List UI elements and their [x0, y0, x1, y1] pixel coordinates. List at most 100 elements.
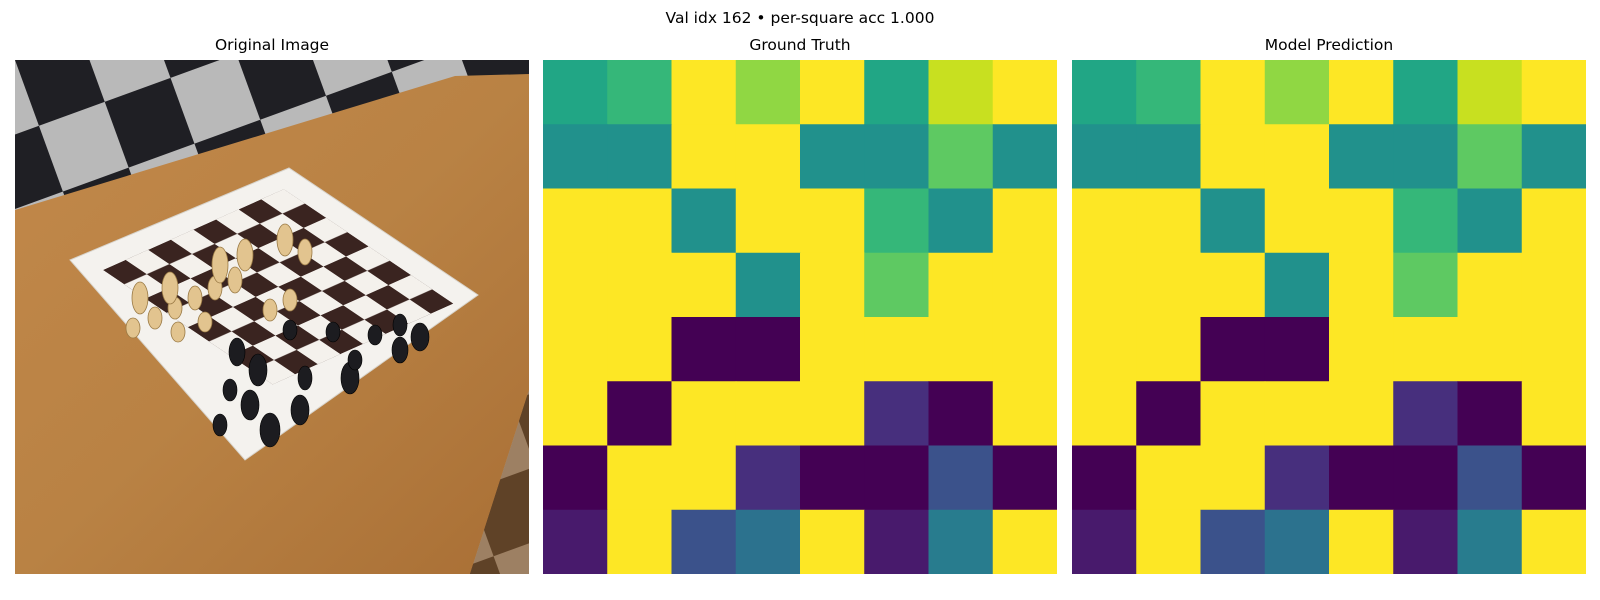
heatmap-cell-r7-c5: [864, 509, 930, 574]
heatmap-cell-r7-c3: [735, 509, 801, 574]
heatmap-cell-r5-c1: [607, 381, 673, 447]
panel-title-ground-truth: Ground Truth: [749, 36, 851, 54]
heatmap-cell-r4-c6: [1457, 317, 1523, 382]
heatmap-cell-r0-c2: [671, 60, 737, 125]
heatmap-cell-r2-c6: [928, 188, 994, 254]
heatmap-cell-r5-c1: [1136, 381, 1202, 447]
heatmap-cell-r5-c7: [992, 381, 1057, 447]
heatmap-cell-r7-c5: [1393, 509, 1459, 574]
heatmap-cell-r6-c0: [543, 445, 608, 511]
heatmap-cell-r1-c6: [928, 124, 994, 190]
heatmap-cell-r3-c1: [607, 252, 673, 318]
heatmap-cell-r0-c4: [800, 60, 865, 125]
heatmap-cell-r1-c3: [735, 124, 801, 190]
heatmap-cell-r4-c7: [1521, 317, 1586, 382]
heatmap-cell-r7-c4: [1329, 509, 1394, 574]
heatmap-cell-r4-c4: [800, 317, 865, 382]
heatmap-cell-r4-c2: [1200, 317, 1266, 382]
heatmap-cell-r0-c5: [864, 60, 930, 125]
heatmap-cell-r7-c6: [928, 509, 994, 574]
heatmap-cell-r7-c6: [1457, 509, 1523, 574]
panel-title-original: Original Image: [214, 36, 330, 54]
heatmap-cell-r4-c1: [607, 317, 673, 382]
heatmap-cell-r6-c6: [928, 445, 994, 511]
heatmap-cell-r6-c2: [671, 445, 737, 511]
heatmap-cell-r7-c4: [800, 509, 865, 574]
heatmap-cell-r2-c2: [671, 188, 737, 254]
heatmap-cell-r3-c3: [735, 252, 801, 318]
heatmap-cell-r6-c3: [735, 445, 801, 511]
heatmap-cell-r2-c5: [1393, 188, 1459, 254]
chessboard-squares: [103, 189, 454, 385]
heatmap-cell-r5-c3: [735, 381, 801, 447]
heatmap-cell-r3-c5: [864, 252, 930, 318]
ground-truth-heatmap: [543, 60, 1057, 574]
heatmap-cell-r7-c1: [1136, 509, 1202, 574]
heatmap-cell-r4-c6: [928, 317, 994, 382]
heatmap-cell-r5-c6: [1457, 381, 1523, 447]
heatmap-cell-r1-c7: [1521, 124, 1586, 190]
heatmap-cell-r3-c1: [1136, 252, 1202, 318]
heatmap-cell-r0-c7: [992, 60, 1057, 125]
heatmap-cell-r0-c3: [735, 60, 801, 125]
heatmap-cell-r1-c5: [1393, 124, 1459, 190]
heatmap-cell-r0-c6: [928, 60, 994, 125]
heatmap-cell-r3-c7: [1521, 252, 1586, 318]
heatmap-cell-r4-c3: [1264, 317, 1330, 382]
heatmap-cell-r1-c2: [1200, 124, 1266, 190]
heatmap-cell-r2-c0: [543, 188, 608, 254]
heatmap-cell-r0-c5: [1393, 60, 1459, 125]
heatmap-cell-r3-c6: [928, 252, 994, 318]
heatmap-cell-r7-c0: [1072, 509, 1137, 574]
heatmap-cell-r0-c0: [543, 60, 608, 125]
heatmap-cell-r1-c4: [1329, 124, 1394, 190]
heatmap-cell-r4-c5: [864, 317, 930, 382]
heatmap-cell-r5-c4: [800, 381, 865, 447]
heatmap-cell-r3-c4: [800, 252, 865, 318]
heatmap-cell-r2-c3: [735, 188, 801, 254]
heatmap-cell-r7-c3: [1264, 509, 1330, 574]
heatmap-cell-r6-c6: [1457, 445, 1523, 511]
heatmap-cell-r7-c2: [1200, 509, 1266, 574]
heatmap-cell-r0-c0: [1072, 60, 1137, 125]
heatmap-cell-r3-c2: [671, 252, 737, 318]
heatmap-cell-r4-c3: [735, 317, 801, 382]
heatmap-cell-r1-c3: [1264, 124, 1330, 190]
heatmap-cell-r4-c5: [1393, 317, 1459, 382]
heatmap-cell-r1-c4: [800, 124, 865, 190]
heatmap-cell-r6-c1: [607, 445, 673, 511]
heatmap-cell-r1-c5: [864, 124, 930, 190]
heatmap-cell-r6-c4: [800, 445, 865, 511]
heatmap-cell-r3-c4: [1329, 252, 1394, 318]
heatmap-cell-r5-c2: [1200, 381, 1266, 447]
heatmap-cell-r5-c3: [1264, 381, 1330, 447]
heatmap-cell-r2-c0: [1072, 188, 1137, 254]
heatmap-cell-r4-c0: [543, 317, 608, 382]
heatmap-cell-r7-c7: [1521, 509, 1586, 574]
heatmap-cell-r4-c0: [1072, 317, 1137, 382]
original-image: [15, 60, 529, 574]
heatmap-cell-r0-c1: [607, 60, 673, 125]
heatmap-cell-r4-c7: [992, 317, 1057, 382]
heatmap-cell-r2-c7: [1521, 188, 1586, 254]
heatmap-cell-r5-c4: [1329, 381, 1394, 447]
heatmap-cell-r0-c4: [1329, 60, 1394, 125]
heatmap-cell-r2-c4: [800, 188, 865, 254]
heatmap-cell-r1-c1: [607, 124, 673, 190]
model-prediction-heatmap: [1072, 60, 1586, 574]
heatmap-cell-r2-c7: [992, 188, 1057, 254]
heatmap-cell-r1-c0: [1072, 124, 1137, 190]
heatmap-cell-r3-c2: [1200, 252, 1266, 318]
heatmap-cell-r6-c3: [1264, 445, 1330, 511]
heatmap-cell-r0-c6: [1457, 60, 1523, 125]
heatmap-cell-r3-c0: [543, 252, 608, 318]
heatmap-cell-r1-c7: [992, 124, 1057, 190]
heatmap-cell-r2-c1: [607, 188, 673, 254]
heatmap-cell-r3-c0: [1072, 252, 1137, 318]
heatmap-cell-r5-c6: [928, 381, 994, 447]
heatmap-cell-r3-c3: [1264, 252, 1330, 318]
heatmap-cell-r0-c1: [1136, 60, 1202, 125]
heatmap-cell-r0-c2: [1200, 60, 1266, 125]
heatmap-cell-r0-c7: [1521, 60, 1586, 125]
heatmap-cell-r6-c2: [1200, 445, 1266, 511]
